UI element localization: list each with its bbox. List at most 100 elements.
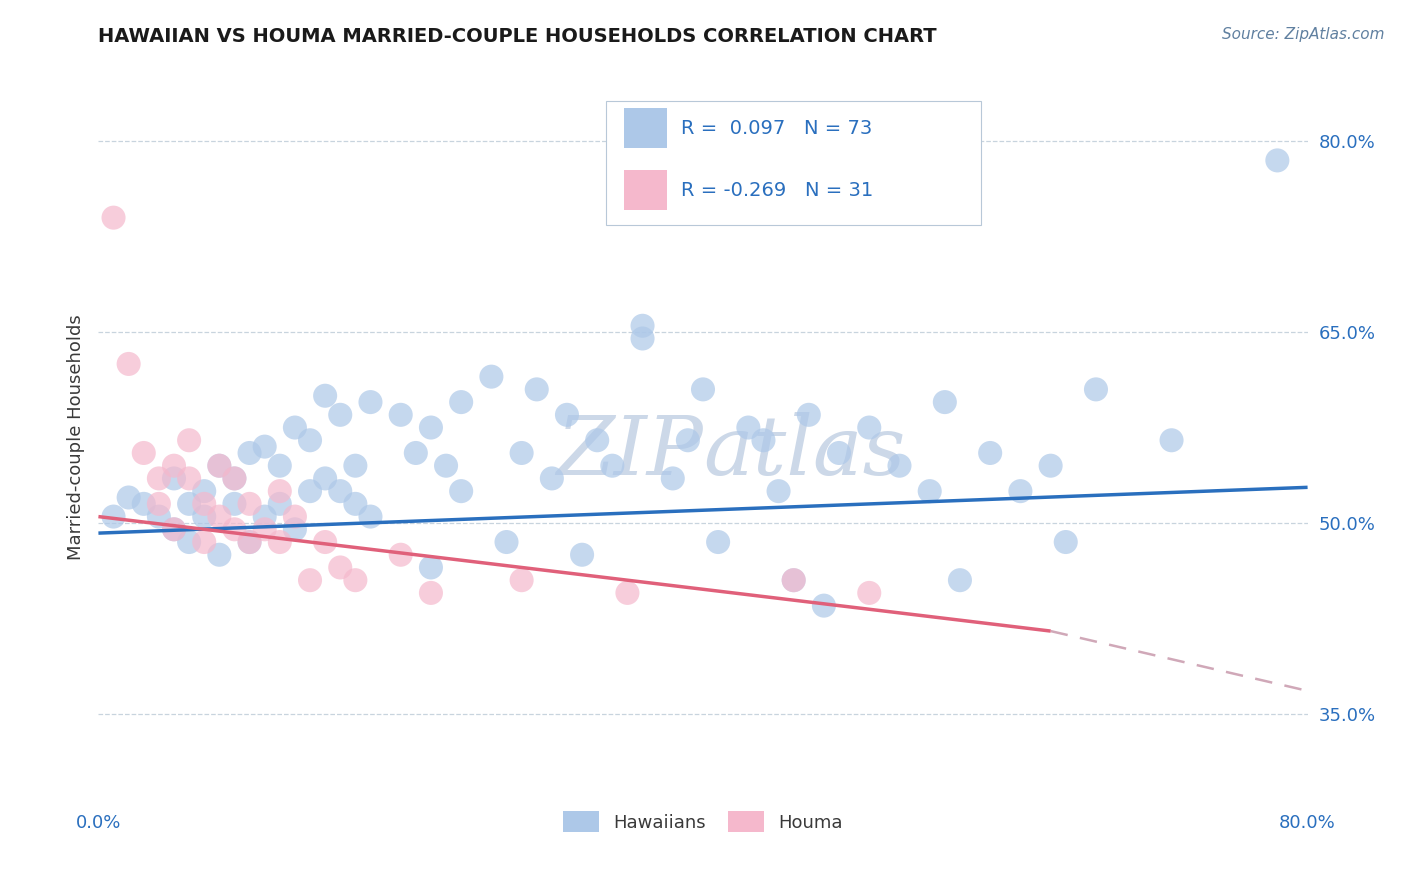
Point bbox=[631, 318, 654, 333]
Point bbox=[208, 509, 231, 524]
Point bbox=[269, 458, 291, 473]
Point bbox=[179, 434, 201, 448]
Point bbox=[103, 211, 125, 225]
Point bbox=[314, 535, 336, 549]
Point bbox=[239, 446, 262, 460]
Text: atlas: atlas bbox=[703, 412, 905, 491]
Point bbox=[193, 535, 215, 549]
Point bbox=[163, 522, 186, 536]
Point bbox=[828, 446, 851, 460]
Point bbox=[1160, 434, 1182, 448]
Point bbox=[858, 420, 880, 434]
Point bbox=[661, 471, 683, 485]
Point bbox=[1010, 484, 1032, 499]
Point bbox=[224, 471, 246, 485]
Point bbox=[224, 497, 246, 511]
Point bbox=[526, 383, 548, 397]
Point bbox=[208, 548, 231, 562]
Y-axis label: Married-couple Households: Married-couple Households bbox=[66, 314, 84, 560]
Point bbox=[510, 446, 533, 460]
Point bbox=[253, 440, 276, 454]
Point bbox=[510, 573, 533, 587]
Point bbox=[163, 471, 186, 485]
Point bbox=[239, 497, 262, 511]
Point bbox=[163, 458, 186, 473]
Point bbox=[208, 458, 231, 473]
Point bbox=[103, 509, 125, 524]
Point bbox=[420, 420, 443, 434]
Point bbox=[481, 369, 503, 384]
Point bbox=[752, 434, 775, 448]
Point bbox=[329, 408, 352, 422]
Point bbox=[555, 408, 578, 422]
Point bbox=[540, 471, 562, 485]
Text: Source: ZipAtlas.com: Source: ZipAtlas.com bbox=[1222, 27, 1385, 42]
Point bbox=[253, 522, 276, 536]
Point bbox=[284, 420, 307, 434]
Point bbox=[148, 471, 170, 485]
Point bbox=[148, 497, 170, 511]
Point bbox=[193, 497, 215, 511]
Point bbox=[118, 357, 141, 371]
Point bbox=[495, 535, 517, 549]
Point bbox=[918, 484, 941, 499]
Point bbox=[858, 586, 880, 600]
Point bbox=[269, 535, 291, 549]
Point bbox=[889, 458, 911, 473]
Point bbox=[224, 471, 246, 485]
Point bbox=[314, 471, 336, 485]
Point bbox=[193, 484, 215, 499]
Point bbox=[329, 484, 352, 499]
Point bbox=[284, 509, 307, 524]
Point bbox=[132, 446, 155, 460]
Text: R = -0.269   N = 31: R = -0.269 N = 31 bbox=[682, 181, 873, 200]
Point bbox=[299, 573, 322, 587]
Point bbox=[193, 509, 215, 524]
Point bbox=[360, 395, 382, 409]
Point bbox=[329, 560, 352, 574]
Point bbox=[934, 395, 956, 409]
Point bbox=[132, 497, 155, 511]
Point bbox=[239, 535, 262, 549]
Point bbox=[163, 522, 186, 536]
Point bbox=[1085, 383, 1108, 397]
Point bbox=[344, 497, 367, 511]
Text: R =  0.097   N = 73: R = 0.097 N = 73 bbox=[682, 119, 873, 137]
Legend: Hawaiians, Houma: Hawaiians, Houma bbox=[554, 803, 852, 841]
Point bbox=[389, 548, 412, 562]
FancyBboxPatch shape bbox=[624, 108, 666, 148]
Point bbox=[571, 548, 593, 562]
Point bbox=[692, 383, 714, 397]
Point bbox=[450, 484, 472, 499]
Point bbox=[979, 446, 1001, 460]
Point bbox=[949, 573, 972, 587]
Point bbox=[420, 560, 443, 574]
Point bbox=[586, 434, 609, 448]
Point bbox=[1267, 153, 1289, 168]
Point bbox=[616, 586, 638, 600]
Point bbox=[737, 420, 759, 434]
Point bbox=[269, 484, 291, 499]
Point bbox=[269, 497, 291, 511]
FancyBboxPatch shape bbox=[624, 170, 666, 211]
Point bbox=[768, 484, 790, 499]
Point bbox=[450, 395, 472, 409]
Point bbox=[420, 586, 443, 600]
Point bbox=[389, 408, 412, 422]
Point bbox=[179, 497, 201, 511]
Point bbox=[783, 573, 806, 587]
Text: HAWAIIAN VS HOUMA MARRIED-COUPLE HOUSEHOLDS CORRELATION CHART: HAWAIIAN VS HOUMA MARRIED-COUPLE HOUSEHO… bbox=[98, 27, 936, 45]
Point bbox=[707, 535, 730, 549]
Point bbox=[253, 509, 276, 524]
Point bbox=[676, 434, 699, 448]
Point bbox=[797, 408, 820, 422]
Point bbox=[299, 484, 322, 499]
Point bbox=[1054, 535, 1077, 549]
Point bbox=[783, 573, 806, 587]
Point bbox=[148, 509, 170, 524]
Point bbox=[314, 389, 336, 403]
Point bbox=[602, 458, 624, 473]
Point bbox=[360, 509, 382, 524]
Point bbox=[434, 458, 457, 473]
Point bbox=[344, 573, 367, 587]
